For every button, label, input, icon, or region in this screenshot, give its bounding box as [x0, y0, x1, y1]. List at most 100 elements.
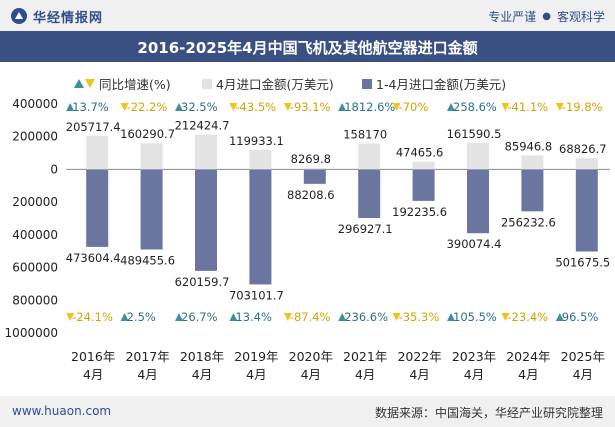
growth-ytd-label: 2.5% — [127, 310, 156, 324]
x-tick-label: 2017年 — [125, 349, 169, 364]
growth-ytd-label: -24.1% — [72, 310, 113, 324]
growth-ytd-label: 96.5% — [562, 310, 599, 324]
data-label-april: 119933.1 — [229, 134, 284, 148]
growth-ytd-arrow-icon — [120, 313, 129, 321]
data-label-ytd: 620159.7 — [175, 275, 230, 289]
growth-april-label: -93.1% — [290, 100, 331, 114]
dot-separator-icon: ● — [542, 11, 551, 22]
growth-ytd-label: -87.4% — [290, 310, 331, 324]
bar-april — [358, 143, 381, 170]
bar-april — [467, 142, 489, 170]
data-source: 数据来源：中国海关，华经产业研究院整理 — [374, 406, 603, 420]
slogan: 专业严谨 ● 客观科学 — [488, 8, 605, 25]
y-tick-label: 400000 — [12, 97, 58, 111]
y-tick-label: 200000 — [12, 195, 58, 209]
growth-april-arrow-icon — [501, 103, 510, 111]
growth-april-arrow-icon — [338, 103, 347, 111]
x-tick-label: 4月 — [355, 367, 375, 382]
legend-ytd-label: 1-4月进口金额(万美元) — [376, 77, 507, 92]
growth-april-arrow-icon — [229, 103, 238, 111]
growth-ytd-arrow-icon — [283, 313, 292, 321]
x-tick-label: 4月 — [83, 367, 103, 382]
legend-growth: 同比增速(%) — [74, 74, 171, 93]
growth-ytd-arrow-icon — [229, 313, 238, 321]
bar-ytd — [303, 169, 326, 184]
growth-ytd-arrow-icon — [66, 313, 75, 321]
legend-ytd: 1-4月进口金额(万美元) — [362, 74, 506, 93]
y-tick-label: 600000 — [12, 261, 58, 275]
y-tick-label: 1000000 — [5, 326, 58, 340]
x-tick-label: 4月 — [137, 367, 157, 382]
data-label-april: 8269.8 — [291, 152, 331, 166]
y-tick-label: 0 — [50, 162, 58, 176]
legend-growth-label: 同比增速(%) — [99, 77, 171, 92]
x-tick-label: 4月 — [464, 367, 484, 382]
data-label-ytd: 501675.5 — [555, 255, 610, 269]
growth-ytd-label: -35.3% — [399, 310, 440, 324]
bar-april — [140, 143, 163, 170]
data-label-ytd: 192235.6 — [392, 205, 447, 219]
growth-april-label: -43.5% — [235, 100, 276, 114]
growth-ytd-label: -23.4% — [507, 310, 548, 324]
bar-ytd — [86, 169, 109, 247]
growth-ytd-arrow-icon — [501, 313, 510, 321]
data-label-ytd: 489455.6 — [120, 253, 175, 267]
bar-ytd — [412, 169, 435, 201]
x-tick-label: 4月 — [192, 367, 212, 382]
data-label-april: 161590.5 — [447, 127, 502, 141]
x-tick-label: 2016年 — [71, 349, 115, 364]
growth-ytd-arrow-icon — [338, 313, 347, 321]
data-label-april: 158170 — [343, 128, 387, 142]
bar-ytd — [195, 169, 217, 271]
chart-title: 2016-2025年4月中国飞机及其他航空器进口金额 — [137, 39, 478, 57]
bar-april — [86, 135, 109, 170]
growth-april-arrow-icon — [283, 103, 292, 111]
x-tick-label: 4月 — [301, 367, 321, 382]
bar-ytd — [358, 169, 381, 218]
growth-ytd-arrow-icon — [392, 313, 401, 321]
x-tick-label: 2018年 — [180, 349, 224, 364]
footer: www.huaon.com 数据来源：中国海关，华经产业研究院整理 — [0, 396, 615, 427]
growth-april-arrow-icon — [120, 103, 129, 111]
legend-ytd-swatch — [362, 78, 372, 89]
data-label-april: 85946.8 — [505, 139, 553, 153]
legend-april-swatch — [202, 78, 212, 89]
growth-ytd-arrow-icon — [555, 313, 564, 321]
chart-area: 400000 200000 0 200000 400000 600000 800000 100… — [5, 97, 611, 382]
growth-april-arrow-icon — [392, 103, 401, 111]
data-label-april: 47465.6 — [396, 146, 444, 160]
bar-ytd — [575, 169, 598, 252]
growth-ytd-label: 236.6% — [344, 310, 388, 324]
growth-ytd-label: 26.7% — [181, 310, 218, 324]
growth-april-label: 1812.6% — [344, 100, 395, 114]
data-label-april: 68826.7 — [559, 142, 607, 156]
data-label-ytd: 473604.4 — [66, 251, 121, 265]
x-tick-label: 4月 — [518, 367, 538, 382]
growth-april-arrow-icon — [555, 103, 564, 111]
top-bar: 华经情报网 专业严谨 ● 客观科学 — [0, 0, 615, 32]
x-tick-label: 2021年 — [343, 349, 387, 364]
x-tick-label: 2023年 — [452, 349, 496, 364]
bar-april — [412, 161, 435, 170]
data-label-ytd: 296927.1 — [338, 222, 393, 236]
data-label-april: 212424.7 — [175, 119, 230, 133]
growth-april-label: 13.7% — [72, 100, 109, 114]
legend: 同比增速(%) 4月进口金额(万美元) 1-4月进口金额(万美元) — [0, 74, 615, 92]
bar-april — [249, 149, 272, 170]
bar-april — [521, 155, 544, 170]
logo-text: 华经情报网 — [33, 10, 104, 26]
down-arrow-icon — [85, 79, 95, 88]
x-tick-label: 2020年 — [289, 349, 333, 364]
bar-ytd — [140, 169, 163, 250]
logo-icon — [11, 8, 27, 24]
data-label-ytd: 703101.7 — [229, 288, 284, 302]
slogan-right: 客观科学 — [556, 10, 605, 24]
growth-ytd-arrow-icon — [447, 313, 455, 321]
bar-ytd — [467, 169, 489, 234]
up-arrow-icon — [74, 79, 84, 88]
x-tick-label: 2022年 — [397, 349, 441, 364]
legend-april: 4月进口金额(万美元) — [202, 74, 334, 93]
growth-ytd-arrow-icon — [175, 313, 183, 321]
growth-ytd-label: 105.5% — [453, 310, 497, 324]
website-link[interactable]: www.huaon.com — [12, 404, 112, 418]
